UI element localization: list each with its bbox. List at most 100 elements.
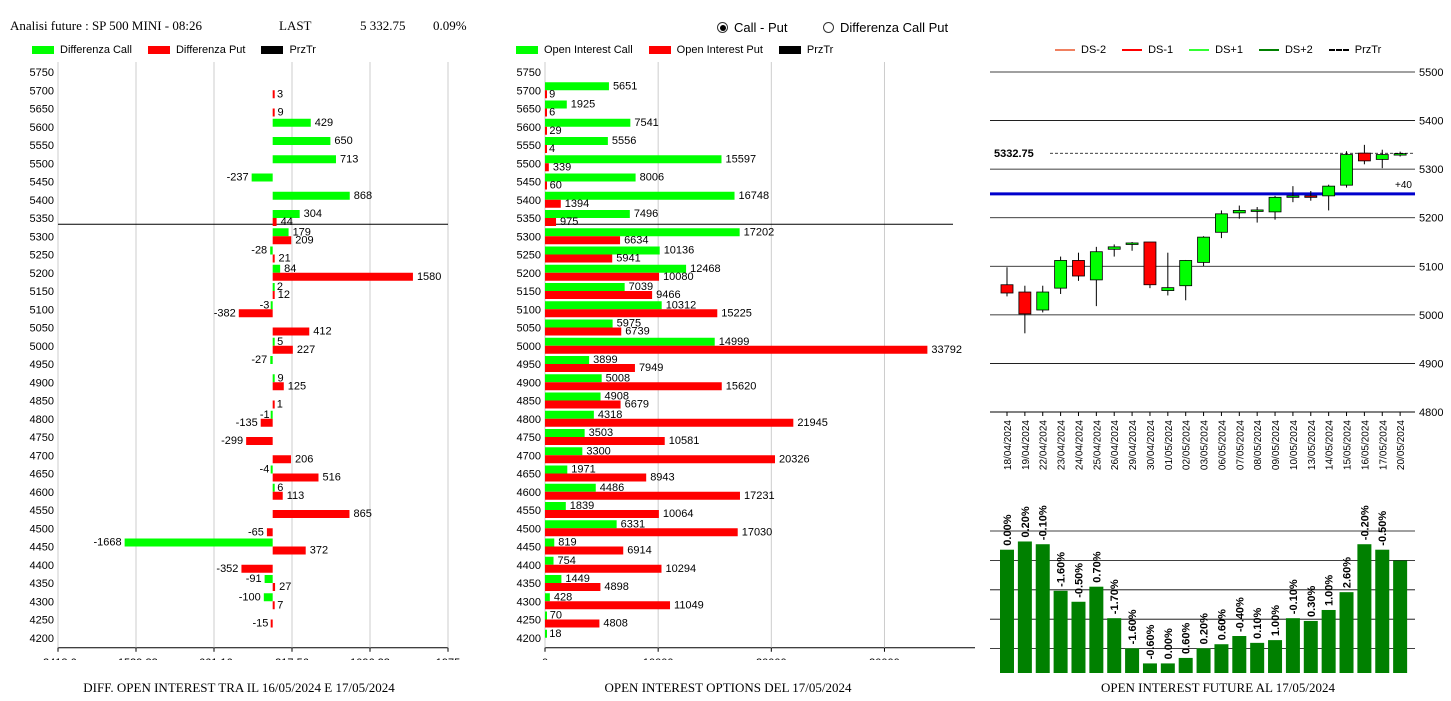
- put-bar: [545, 382, 722, 391]
- y-tick-label: 4800: [1419, 407, 1443, 419]
- put-bar: [545, 309, 718, 318]
- bar-value-label: 4486: [600, 482, 624, 494]
- y-tick-label: 4550: [30, 505, 54, 517]
- put-bar: [545, 181, 547, 190]
- y-tick-label: 4950: [517, 359, 541, 371]
- x-tick-label: 18/04/2024: [1003, 420, 1014, 470]
- legend-item-oi-put: Open Interest Put: [648, 44, 763, 56]
- oi-bar: [1393, 560, 1408, 673]
- oi-bar-label: 0.30%: [1306, 586, 1318, 617]
- put-bar: [545, 108, 547, 117]
- bar-value-label: 9: [277, 372, 283, 384]
- call-bar: [272, 228, 289, 237]
- y-tick-label: 5500: [1419, 67, 1443, 79]
- y-tick-label: 5200: [30, 268, 54, 280]
- y-tick-label: 4900: [30, 377, 54, 389]
- offset-label: +40: [1395, 180, 1412, 191]
- candle-body: [1054, 260, 1068, 289]
- call-bar: [272, 137, 331, 145]
- bar-value-label: 9: [277, 107, 283, 119]
- instrument-title: Analisi future : SP 500 MINI - 08:26: [10, 18, 202, 33]
- oi-bar: [1035, 544, 1050, 673]
- y-tick-label: 4500: [517, 523, 541, 535]
- oi-bar: [1053, 590, 1068, 673]
- put-bar: [545, 455, 776, 464]
- oi-bar-label: -1.60%: [1127, 609, 1139, 644]
- bar-value-label: 372: [310, 545, 328, 557]
- bar-value-label: 7039: [629, 281, 653, 293]
- put-bar: [545, 272, 660, 281]
- y-tick-label: 4250: [517, 615, 541, 627]
- legend-label: Open Interest Call: [544, 44, 633, 56]
- candle-body: [1215, 213, 1228, 233]
- bar-value-label: 17231: [744, 490, 775, 502]
- oi-bar-label: 2.60%: [1342, 557, 1354, 588]
- bar-value-label: -100: [239, 591, 261, 603]
- call-bar: [251, 173, 273, 182]
- y-tick-label: 4400: [30, 560, 54, 572]
- bar-value-label: 12468: [690, 263, 721, 275]
- put-bar: [545, 418, 794, 427]
- bar-value-label: 3899: [593, 354, 617, 366]
- call-bar: [545, 374, 602, 383]
- bar-value-label: 3300: [586, 445, 610, 457]
- candle-body: [1125, 242, 1139, 245]
- x-tick-label: -2418.6: [39, 657, 76, 660]
- oi-bar: [1178, 657, 1193, 673]
- call-bar: [545, 210, 630, 218]
- x-tick-label: 30/04/2024: [1146, 420, 1157, 470]
- x-tick-label: -1539.88: [114, 657, 157, 660]
- put-bar: [545, 601, 671, 610]
- oi-bar: [1017, 541, 1032, 673]
- candle-body: [1232, 210, 1246, 214]
- bar-value-label: 27: [279, 581, 291, 593]
- put-bar: [545, 90, 547, 99]
- call-bar: [545, 118, 631, 127]
- oi-bar-label: -1.70%: [1109, 579, 1121, 614]
- bar-value-label: 4318: [598, 409, 622, 421]
- y-tick-label: 5300: [30, 231, 54, 243]
- call-bar: [545, 264, 687, 273]
- candle-body: [1036, 291, 1050, 311]
- radio-differenza-indicator[interactable]: [823, 22, 834, 33]
- bar-value-label: 16748: [739, 190, 770, 202]
- bar-value-label: 11049: [674, 599, 704, 611]
- put-bar: [545, 546, 624, 555]
- call-bar: [545, 392, 601, 401]
- bar-value-label: -3: [260, 299, 270, 311]
- x-tick-label: 01/05/2024: [1164, 420, 1175, 470]
- x-tick-label: -661.16: [195, 657, 232, 660]
- future-open-interest-bars: 0.00% 0.20% -0.10%-1.60% -0.50% 0.70%-1.70%-…: [990, 505, 1415, 673]
- call-bar: [545, 611, 547, 620]
- call-bar: [545, 228, 740, 237]
- radio-call-put-indicator[interactable]: [717, 22, 728, 33]
- bar-value-label: 6: [277, 482, 283, 494]
- put-bar: [545, 564, 662, 573]
- put-bar: [272, 236, 292, 245]
- legend-label: Open Interest Put: [676, 44, 763, 56]
- y-tick-label: 5100: [30, 304, 54, 316]
- bar-value-label: 5: [277, 336, 283, 348]
- bar-value-label: 412: [313, 326, 331, 338]
- radio-call-put[interactable]: Call - Put: [717, 20, 787, 35]
- call-bar: [545, 283, 625, 291]
- oi-bar-label: -0.50%: [1073, 563, 1085, 598]
- legend-item-ds-plus2: DS+2: [1258, 44, 1313, 56]
- bar-value-label: 10064: [663, 508, 694, 520]
- x-tick-label: 16/05/2024: [1360, 420, 1371, 470]
- legend-line: [1122, 49, 1143, 51]
- candle-body: [1393, 153, 1407, 156]
- bar-value-label: -382: [214, 307, 236, 319]
- candle-body: [1250, 209, 1264, 212]
- bar-value-label: 209: [295, 234, 313, 246]
- call-bar: [545, 137, 608, 145]
- x-tick-label: 10000: [643, 657, 674, 660]
- radio-differenza-call-put[interactable]: Differenza Call Put: [823, 20, 948, 35]
- call-bar: [272, 118, 311, 127]
- x-tick-label: 07/05/2024: [1235, 420, 1246, 470]
- put-bar: [545, 345, 928, 354]
- call-bar: [545, 465, 568, 474]
- bar-value-label: 10581: [669, 435, 700, 447]
- oi-bar: [1160, 663, 1175, 673]
- oi-bar: [1125, 648, 1140, 673]
